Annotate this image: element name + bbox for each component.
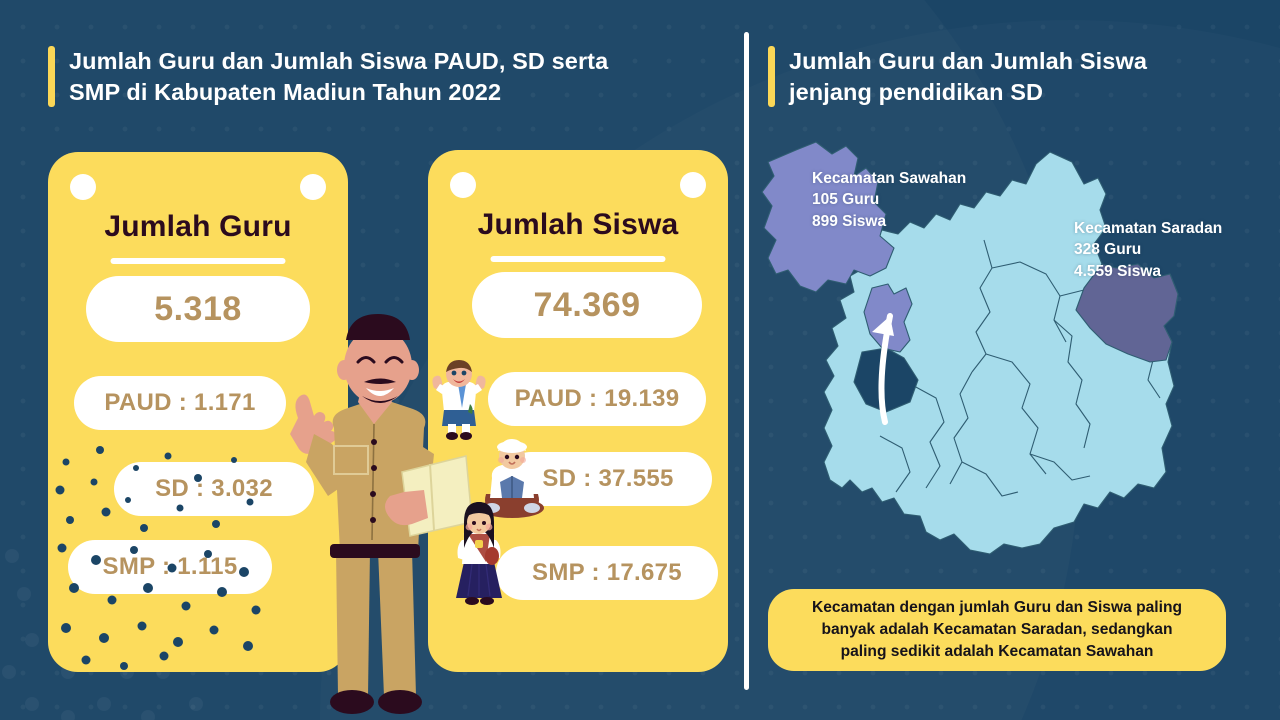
guru-sd-pill: SD : 3.032 — [114, 462, 314, 516]
heading-accent-bar — [768, 46, 775, 108]
card-hole-left — [70, 174, 96, 200]
arrow-head-icon — [872, 316, 894, 336]
heading-accent-bar — [48, 46, 55, 108]
map-svg — [761, 141, 1179, 555]
guru-smp-pill: SMP : 1.115 — [68, 540, 272, 594]
card-hole-right — [680, 172, 706, 198]
sd-student-illustration — [480, 439, 544, 518]
card-title-underline — [110, 258, 286, 264]
siswa-total-pill: 74.369 — [472, 272, 702, 338]
stat-card-siswa: Jumlah Siswa 74.369 PAUD : 19.139 SD : 3… — [428, 150, 728, 672]
right-heading-text: Jumlah Guru dan Jumlah Siswa jenjang pen… — [789, 48, 1147, 105]
card-title-siswa: Jumlah Siswa — [477, 208, 679, 241]
paud-student-illustration — [432, 360, 486, 440]
right-panel-heading: Jumlah Guru dan Jumlah Siswa jenjang pen… — [768, 46, 1238, 108]
guru-total-pill: 5.318 — [86, 276, 310, 342]
siswa-paud-pill: PAUD : 19.139 — [488, 372, 706, 426]
card-hole-left — [450, 172, 476, 198]
madiun-regency-map: Kecamatan Sawahan 105 Guru 899 Siswa Kec… — [754, 136, 1274, 576]
card-title-underline — [490, 256, 666, 262]
left-heading-text: Jumlah Guru dan Jumlah Siswa PAUD, SD se… — [69, 48, 609, 105]
panel-divider — [744, 32, 749, 690]
siswa-sd-pill: SD : 37.555 — [504, 452, 712, 506]
teacher-illustration — [290, 314, 473, 714]
left-panel-heading: Jumlah Guru dan Jumlah Siswa PAUD, SD se… — [48, 46, 708, 108]
card-hole-right — [300, 174, 326, 200]
smp-student-illustration — [456, 502, 502, 605]
guru-paud-pill: PAUD : 1.171 — [74, 376, 286, 430]
stat-card-guru: Jumlah Guru 5.318 PAUD : 1.171 SD : 3.03… — [48, 152, 348, 672]
map-caption-box: Kecamatan dengan jumlah Guru dan Siswa p… — [768, 589, 1226, 671]
map-label-sawahan: Kecamatan Sawahan 105 Guru 899 Siswa — [812, 170, 967, 230]
map-label-saradan: Kecamatan Saradan 328 Guru 4.559 Siswa — [1074, 220, 1223, 280]
card-title-guru: Jumlah Guru — [104, 210, 292, 243]
siswa-smp-pill: SMP : 17.675 — [496, 546, 718, 600]
